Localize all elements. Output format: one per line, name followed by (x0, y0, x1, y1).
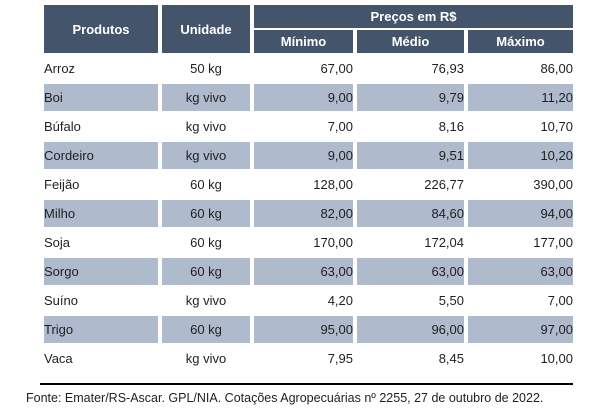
table-row: Feijão 60 kg 128,00 226,77 390,00 (44, 171, 573, 198)
cell-maximo: 177,00 (468, 229, 573, 256)
cell-medio: 63,00 (357, 258, 464, 285)
prices-table: Produtos Unidade Preços em R$ Mínimo Méd… (40, 3, 577, 374)
cell-maximo: 7,00 (468, 287, 573, 314)
cell-unidade: kg vivo (162, 345, 250, 372)
cell-minimo: 9,00 (254, 84, 353, 111)
cell-medio: 9,79 (357, 84, 464, 111)
column-header-medio: Médio (357, 30, 464, 53)
cell-produto: Cordeiro (44, 142, 158, 169)
cell-unidade: 50 kg (162, 55, 250, 82)
cell-medio: 172,04 (357, 229, 464, 256)
cell-minimo: 170,00 (254, 229, 353, 256)
cell-minimo: 82,00 (254, 200, 353, 227)
cell-maximo: 10,20 (468, 142, 573, 169)
table-body: Arroz 50 kg 67,00 76,93 86,00 Boi kg vivo 9,00 9… (44, 55, 573, 372)
cell-unidade: 60 kg (162, 229, 250, 256)
column-group-header-precos: Preços em R$ (254, 5, 573, 28)
cell-produto: Feijão (44, 171, 158, 198)
cell-produto: Milho (44, 200, 158, 227)
table-row: Trigo 60 kg 95,00 96,00 97,00 (44, 316, 573, 343)
cell-medio: 5,50 (357, 287, 464, 314)
cell-produto: Vaca (44, 345, 158, 372)
cell-maximo: 86,00 (468, 55, 573, 82)
cell-minimo: 4,20 (254, 287, 353, 314)
table-row: Suíno kg vivo 4,20 5,50 7,00 (44, 287, 573, 314)
cell-minimo: 128,00 (254, 171, 353, 198)
cell-minimo: 7,00 (254, 113, 353, 140)
column-header-maximo: Máximo (468, 30, 573, 53)
cell-unidade: kg vivo (162, 113, 250, 140)
cell-unidade: 60 kg (162, 316, 250, 343)
cell-medio: 8,45 (357, 345, 464, 372)
cell-unidade: kg vivo (162, 287, 250, 314)
footer-divider (40, 383, 573, 385)
cell-medio: 226,77 (357, 171, 464, 198)
table-row: Sorgo 60 kg 63,00 63,00 63,00 (44, 258, 573, 285)
column-header-unidade: Unidade (162, 5, 250, 53)
cell-unidade: 60 kg (162, 200, 250, 227)
cell-unidade: 60 kg (162, 171, 250, 198)
cell-medio: 9,51 (357, 142, 464, 169)
cell-maximo: 10,00 (468, 345, 573, 372)
cell-produto: Suíno (44, 287, 158, 314)
table-row: Boi kg vivo 9,00 9,79 11,20 (44, 84, 573, 111)
cell-maximo: 94,00 (468, 200, 573, 227)
table-header: Produtos Unidade Preços em R$ Mínimo Méd… (44, 5, 573, 53)
cell-maximo: 11,20 (468, 84, 573, 111)
cell-unidade: 60 kg (162, 258, 250, 285)
table-row: Milho 60 kg 82,00 84,60 94,00 (44, 200, 573, 227)
cell-minimo: 9,00 (254, 142, 353, 169)
cell-unidade: kg vivo (162, 84, 250, 111)
table-row: Búfalo kg vivo 7,00 8,16 10,70 (44, 113, 573, 140)
cell-medio: 76,93 (357, 55, 464, 82)
cell-medio: 8,16 (357, 113, 464, 140)
table-row: Cordeiro kg vivo 9,00 9,51 10,20 (44, 142, 573, 169)
cell-produto: Sorgo (44, 258, 158, 285)
cell-produto: Trigo (44, 316, 158, 343)
cell-minimo: 67,00 (254, 55, 353, 82)
column-header-minimo: Mínimo (254, 30, 353, 53)
cell-produto: Arroz (44, 55, 158, 82)
cell-minimo: 95,00 (254, 316, 353, 343)
cell-produto: Soja (44, 229, 158, 256)
source-note: Fonte: Emater/RS-Ascar. GPL/NIA. Cotaçõe… (26, 391, 544, 405)
cell-medio: 84,60 (357, 200, 464, 227)
cell-maximo: 10,70 (468, 113, 573, 140)
cell-maximo: 97,00 (468, 316, 573, 343)
table-row: Arroz 50 kg 67,00 76,93 86,00 (44, 55, 573, 82)
cell-minimo: 7,95 (254, 345, 353, 372)
cell-produto: Boi (44, 84, 158, 111)
cell-maximo: 63,00 (468, 258, 573, 285)
cell-minimo: 63,00 (254, 258, 353, 285)
cell-maximo: 390,00 (468, 171, 573, 198)
table-row: Vaca kg vivo 7,95 8,45 10,00 (44, 345, 573, 372)
column-header-produtos: Produtos (44, 5, 158, 53)
cell-unidade: kg vivo (162, 142, 250, 169)
cell-medio: 96,00 (357, 316, 464, 343)
cell-produto: Búfalo (44, 113, 158, 140)
table-row: Soja 60 kg 170,00 172,04 177,00 (44, 229, 573, 256)
